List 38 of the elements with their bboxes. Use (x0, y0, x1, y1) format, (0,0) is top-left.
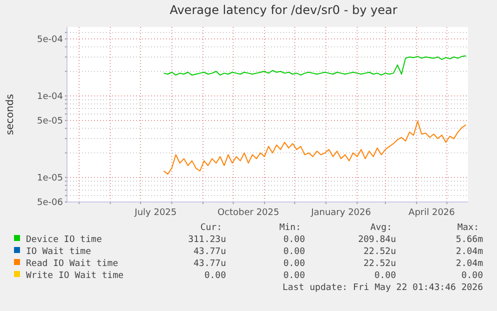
line-series (163, 55, 466, 76)
text: 2.04m (456, 247, 483, 257)
y-axis-title: seconds (5, 94, 16, 135)
text: 0.00 (283, 271, 305, 281)
text: 311.23u (188, 235, 226, 245)
line-series (163, 120, 466, 175)
x-tick-label: January 2026 (310, 208, 372, 218)
text: 0.00 (283, 247, 305, 257)
text: 22.52u (363, 247, 396, 257)
text: 0.00 (204, 271, 226, 281)
text: 209.84u (358, 235, 396, 245)
y-tick-label: 5e-05 (37, 116, 63, 126)
text: Cur: (200, 223, 222, 233)
text: Last update: Fri May 22 01:43:46 2026 (282, 283, 483, 293)
x-tick-label: July 2025 (134, 208, 177, 218)
text: 0.00 (374, 271, 396, 281)
x-tick-label: October 2025 (217, 208, 280, 218)
text: Min: (279, 223, 301, 233)
text: 0.00 (461, 271, 483, 281)
chart-title: Average latency for /dev/sr0 - by year (170, 3, 398, 17)
text: Max: (457, 223, 479, 233)
text: 43.77u (193, 247, 226, 257)
text: 22.52u (363, 259, 396, 269)
text: 5.66m (456, 235, 483, 245)
x-tick-label: April 2026 (408, 208, 456, 218)
legend-label: Read IO Wait time (26, 259, 118, 269)
text: 0.00 (283, 235, 305, 245)
legend-label: Write IO Wait time (26, 271, 124, 281)
y-tick-label: 1e-05 (37, 173, 63, 184)
text: 0.00 (283, 259, 305, 269)
y-tick-label: 1e-04 (37, 92, 64, 102)
text: 2.04m (456, 259, 483, 269)
legend-label: Device IO time (26, 235, 102, 245)
y-tick-label: 5e-06 (37, 198, 64, 208)
y-tick-label: 5e-04 (37, 34, 64, 45)
text: Avg: (370, 223, 392, 233)
text: 43.77u (193, 259, 226, 269)
legend-label: IO Wait time (26, 247, 92, 257)
